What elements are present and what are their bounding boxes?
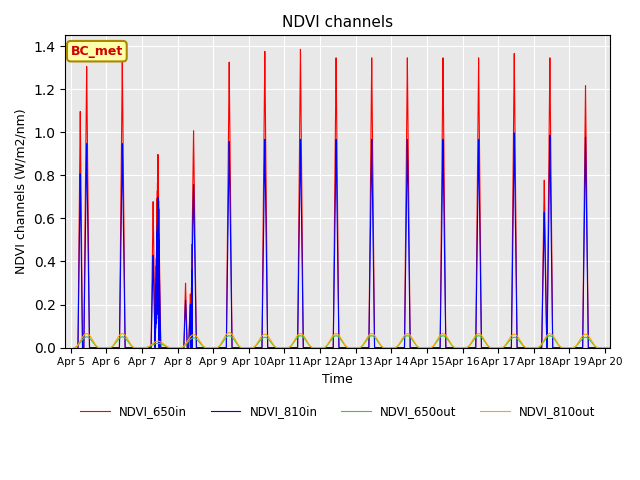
NDVI_650out [410, 339, 418, 345]
NDVI_650in [154, 247, 161, 252]
NDVI_810out [503, 340, 511, 346]
NDVI_810out [410, 338, 418, 344]
NDVI_650in [119, 147, 127, 153]
NDVI_810out [70, 345, 78, 350]
NDVI_810out [630, 345, 637, 350]
NDVI_810in [620, 345, 628, 350]
NDVI_650out [288, 342, 296, 348]
NDVI_810in [299, 292, 307, 298]
NDVI_810in [154, 278, 161, 284]
Legend: NDVI_650in, NDVI_810in, NDVI_650out, NDVI_810out: NDVI_650in, NDVI_810in, NDVI_650out, NDV… [76, 400, 600, 423]
NDVI_810out [333, 331, 340, 336]
Y-axis label: NDVI channels (W/m2/nm): NDVI channels (W/m2/nm) [15, 108, 28, 274]
Line: NDVI_810out: NDVI_810out [74, 333, 634, 348]
NDVI_810in [191, 238, 198, 243]
Line: NDVI_810in: NDVI_810in [78, 133, 624, 348]
NDVI_650out [225, 333, 233, 339]
X-axis label: Time: Time [323, 373, 353, 386]
NDVI_810in [223, 295, 231, 300]
NDVI_650out [503, 341, 511, 347]
NDVI_650out [399, 336, 407, 342]
NDVI_650in [191, 202, 198, 208]
NDVI_810in [401, 289, 409, 295]
NDVI_810in [119, 204, 127, 210]
Text: BC_met: BC_met [71, 45, 123, 58]
NDVI_650in [620, 345, 628, 350]
NDVI_650in [223, 276, 231, 281]
NDVI_810out [225, 330, 233, 336]
Title: NDVI channels: NDVI channels [282, 15, 394, 30]
NDVI_650in [299, 271, 307, 276]
NDVI_650in [401, 265, 409, 271]
NDVI_810out [288, 342, 296, 348]
NDVI_650in [74, 345, 82, 350]
NDVI_810out [399, 335, 407, 340]
NDVI_810in [510, 130, 518, 136]
NDVI_650out [70, 345, 78, 350]
NDVI_650out [84, 335, 92, 340]
NDVI_650out [333, 333, 340, 339]
NDVI_810in [74, 345, 82, 350]
NDVI_650in [296, 47, 304, 52]
Line: NDVI_650out: NDVI_650out [74, 336, 634, 348]
NDVI_810out [84, 331, 92, 337]
NDVI_650out [630, 345, 637, 350]
Line: NDVI_650in: NDVI_650in [78, 49, 624, 348]
